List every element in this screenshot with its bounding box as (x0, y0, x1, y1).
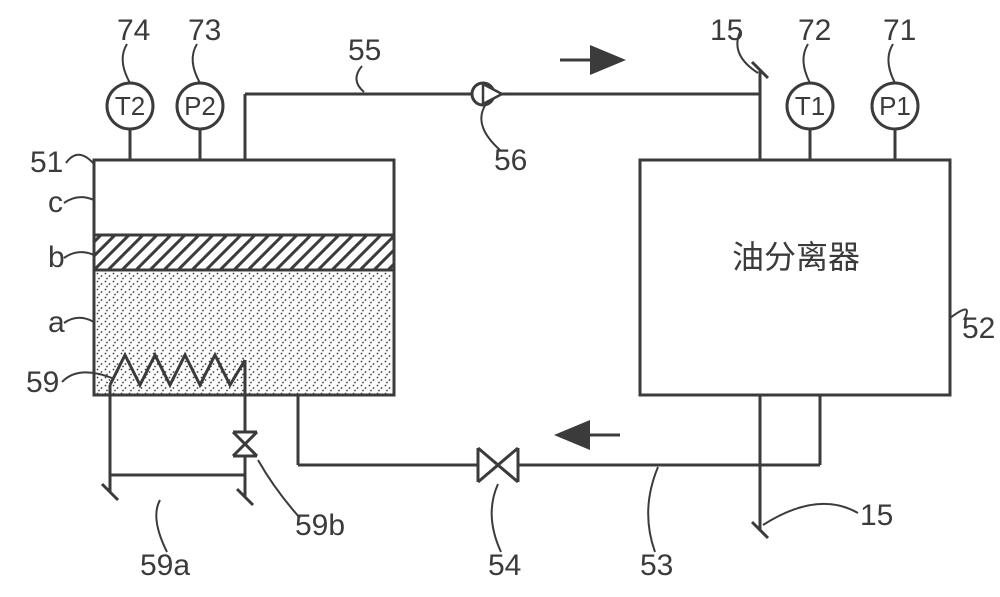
leader (763, 504, 858, 525)
ref-51: 51 (30, 146, 63, 179)
ref-54: 54 (488, 549, 521, 582)
leader (803, 44, 810, 83)
ref-73: 73 (188, 14, 221, 47)
leader (64, 197, 94, 203)
leader (193, 44, 200, 83)
ref-59: 59 (26, 366, 59, 399)
svg-text:T1: T1 (795, 91, 825, 121)
ref-71: 71 (883, 14, 916, 47)
ref-53: 53 (640, 549, 673, 582)
ref-59a: 59a (140, 549, 190, 582)
diagram: 油分离器 T2 P2 (0, 0, 1000, 597)
leader (156, 500, 167, 552)
ref-56: 56 (494, 144, 527, 177)
svg-text:P2: P2 (184, 91, 216, 121)
leader (492, 484, 501, 552)
ref-72: 72 (798, 14, 831, 47)
separator-label: 油分离器 (732, 239, 860, 275)
leader (123, 44, 130, 83)
ref-52: 52 (962, 312, 995, 345)
check-valve (472, 83, 502, 105)
sensor-T2: T2 (107, 83, 153, 160)
separator-block (640, 160, 950, 395)
leader (356, 66, 364, 92)
leader (64, 252, 94, 258)
leader (258, 460, 300, 518)
ref-15-top: 15 (710, 14, 743, 47)
ref-59b: 59b (295, 509, 345, 542)
sensor-T1: T1 (787, 83, 833, 160)
ref-c: c (48, 186, 63, 219)
leader (66, 155, 94, 164)
leader (888, 44, 895, 83)
sensor-P1: P1 (872, 83, 918, 160)
ref-b: b (48, 241, 65, 274)
leader (648, 467, 658, 552)
svg-text:T2: T2 (115, 91, 145, 121)
leader (64, 318, 94, 323)
ref-74: 74 (117, 14, 150, 47)
ref-55: 55 (348, 34, 381, 67)
svg-text:P1: P1 (879, 91, 911, 121)
ref-15-bottom: 15 (860, 499, 893, 532)
gate-valve (478, 448, 518, 482)
sensor-P2: P2 (177, 83, 223, 160)
ref-a: a (48, 306, 65, 339)
